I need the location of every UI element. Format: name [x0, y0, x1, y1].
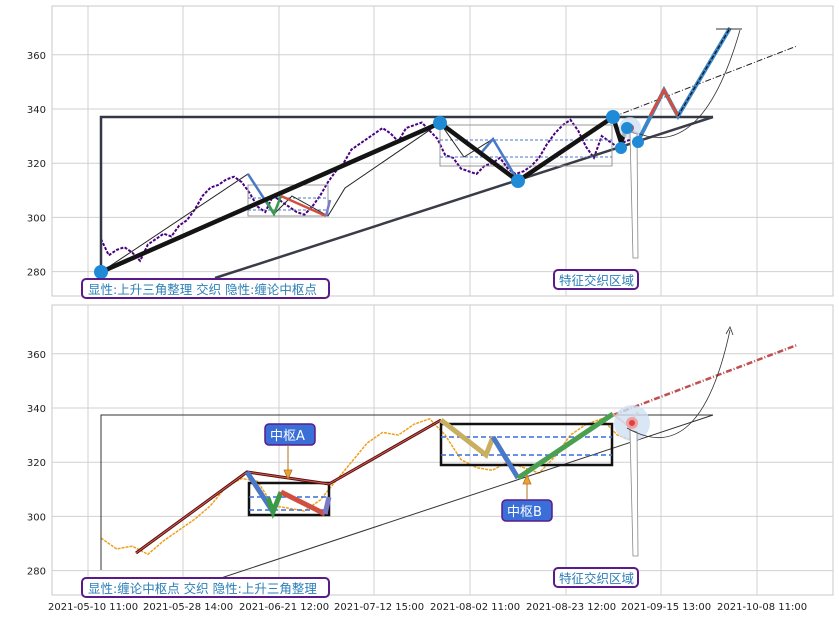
x-tick-label: 2021-07-12 15:00: [334, 602, 424, 613]
x-tick-label: 2021-06-21 12:00: [239, 602, 329, 613]
pivot-node-top: [615, 142, 627, 154]
bottom-left-label: 显性:缠论中枢点 交织 隐性:上升三角整理: [81, 577, 330, 598]
feature-pointer-bottom: [629, 429, 639, 557]
x-tick-label: 2021-05-10 11:00: [48, 602, 138, 613]
seg-red-1-bottom: [279, 489, 327, 517]
callout-zhongshu-a-text: 中枢A: [270, 429, 305, 444]
y-tick-label: 340: [27, 404, 46, 415]
seg-red-1-top: [280, 194, 327, 218]
seg-green-2-bottom: [516, 411, 615, 481]
seg-purple-1-top: [324, 199, 332, 217]
projection-curve-top: [626, 29, 741, 138]
pivot-node-top: [94, 265, 108, 279]
bottom-left-label-text: 显性:缠论中枢点 交织 隐性:上升三角整理: [88, 581, 317, 596]
feature-pointer-top: [629, 131, 639, 259]
projection-curve-bottom: [626, 329, 731, 438]
pivot-node-top: [511, 174, 525, 188]
x-tick-label: 2021-09-15 13:00: [621, 602, 711, 613]
bottom-panel-frame: [51, 304, 834, 596]
y-tick-label: 280: [27, 268, 46, 279]
price-series-top: [100, 118, 634, 263]
projection-dash-top: [677, 27, 731, 117]
top-right-label-text: 特征交织区域: [559, 273, 634, 288]
y-tick-label: 320: [27, 159, 46, 170]
price-series-bottom: [100, 417, 634, 556]
feature-zone-dot-bottom: [629, 420, 635, 426]
triangle-upper-bottom: [100, 414, 713, 570]
pivot-box-b-bottom: [439, 422, 614, 467]
seg-green-1-bottom: [265, 491, 284, 520]
triangle-upper-top: [99, 115, 713, 272]
seg-purple-1-bottom: [322, 496, 332, 515]
callout-zhongshu-a: 中枢A: [264, 423, 316, 480]
top-left-label: 显性:上升三角整理 交织 隐性:缠论中枢点: [81, 278, 330, 299]
bottom-right-label: 特征交织区域: [553, 567, 639, 588]
top-right-label: 特征交织区域: [553, 269, 639, 290]
y-tick-label: 280: [27, 567, 46, 578]
projection-arrowhead-bottom: [725, 326, 734, 336]
y-tick-label: 300: [27, 512, 46, 523]
x-tick-label: 2021-08-02 11:00: [430, 602, 520, 613]
seg-blue-2-bottom: [490, 435, 521, 480]
pivot-box-a-top: [247, 184, 329, 217]
callout-zhongshu-b: 中枢B: [501, 474, 553, 522]
callout-zhongshu-b-text: 中枢B: [507, 505, 542, 520]
y-tick-label: 300: [27, 213, 46, 224]
seg-tan-bottom: [439, 418, 496, 460]
seg-blue-2-top: [480, 136, 520, 182]
projection-red-top: [648, 86, 680, 117]
x-tick-label: 2021-08-23 12:00: [526, 602, 616, 613]
x-tick-label: 2021-05-28 14:00: [143, 602, 233, 613]
y-tick-label: 320: [27, 458, 46, 469]
y-tick-label: 360: [27, 350, 46, 361]
x-tick-label: 2021-10-08 11:00: [717, 602, 807, 613]
top-left-label-text: 显性:上升三角整理 交织 隐性:缠论中枢点: [88, 282, 317, 297]
pivot-node-top: [606, 110, 620, 124]
y-tick-label: 360: [27, 51, 46, 62]
pivot-node-top: [433, 116, 447, 130]
seg-green-1-top: [264, 195, 283, 217]
pivot-node-top: [632, 136, 644, 148]
y-tick-label: 340: [27, 105, 46, 116]
pivot-node-top: [621, 122, 633, 134]
pivot-box-b-top: [439, 124, 613, 167]
bottom-right-label-text: 特征交织区域: [559, 571, 634, 586]
